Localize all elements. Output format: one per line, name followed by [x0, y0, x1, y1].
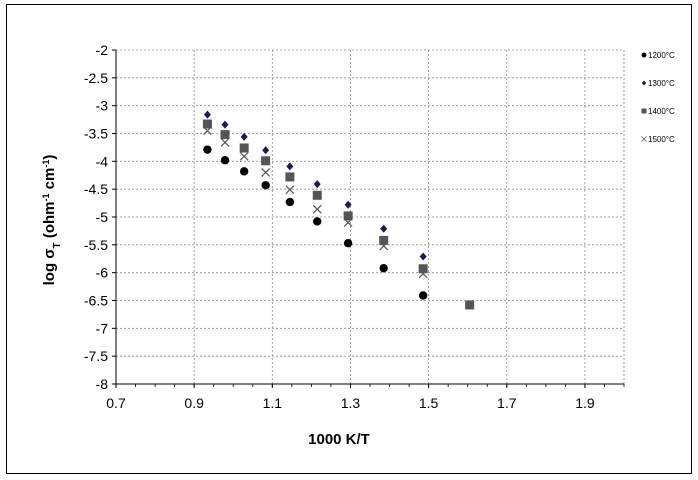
y-axis-title-unit: (ohm [41, 202, 58, 243]
data-point-circle [203, 145, 212, 154]
grid [116, 49, 625, 384]
data-point-square [465, 300, 475, 310]
data-point-circle [313, 217, 322, 226]
legend-marker-x [641, 136, 647, 142]
legend-marker-square [641, 108, 647, 114]
data-point-diamond [203, 110, 211, 119]
data-point-circle [418, 291, 428, 300]
y-axis-title-close: ) [41, 155, 58, 160]
legend-item: 1500°C [641, 135, 675, 144]
legend-marker-circle [641, 52, 647, 58]
x-tick-label: 1.9 [575, 395, 595, 411]
y-axis-title-main: log σ [41, 248, 58, 285]
data-point-x [239, 151, 249, 161]
data-point-circle [285, 197, 295, 207]
y-tick-label: -6.5 [84, 293, 108, 309]
y-axis-title-exp1: -1 [41, 194, 51, 202]
y-tick-label: -8 [96, 376, 109, 392]
axes [112, 49, 625, 388]
y-axis-title-unit2: cm [41, 168, 58, 194]
data-point-diamond [262, 146, 270, 155]
y-tick-label: -2.5 [84, 70, 108, 86]
data-point-circle [239, 167, 249, 176]
x-marker-stroke [239, 151, 249, 161]
data-point-x [312, 204, 322, 214]
legend-item: 1400°C [641, 107, 675, 116]
data-point-circle [379, 264, 388, 273]
data-point-diamond [221, 120, 229, 129]
chart: -2 -2.5 -3 -3.5 -4 -4.5 -5 -5.5 -6 -6.5 -7 -7.5 -8 0.… [41, 42, 675, 448]
legend-item: 1300°C [641, 79, 675, 88]
y-tick-label: -7 [96, 320, 109, 336]
data-point-diamond [240, 132, 248, 141]
x-tick-label: 1.3 [341, 395, 361, 411]
data-point-circle [220, 156, 230, 165]
data-point-square [261, 156, 271, 166]
data-point-x [261, 168, 271, 177]
y-tick-label: -4 [96, 153, 109, 169]
x-tick-label: 1.7 [497, 395, 517, 411]
y-axis-title-exp2: -1 [41, 160, 51, 168]
data-point-square [285, 172, 295, 182]
data-point-square [343, 211, 353, 221]
x-tick-label: 1.5 [419, 395, 439, 411]
data-point-square [312, 190, 322, 200]
legend: 1200°C 1300°C 1400°C 1500°C [641, 51, 675, 144]
legend-label: 1200°C [648, 51, 675, 60]
legend-label: 1400°C [648, 107, 675, 116]
y-tick-label: -7.5 [84, 348, 108, 364]
data-point-square [239, 143, 249, 153]
data-point-diamond [419, 252, 427, 261]
y-tick-label: -5.5 [84, 237, 108, 253]
y-axis-title-subscript: T [52, 242, 63, 248]
tick-labels: -2 -2.5 -3 -3.5 -4 -4.5 -5 -5.5 -6 -6.5 -7 -7.5 -8 0.… [84, 42, 595, 411]
x-tick-label: 1.1 [263, 395, 283, 411]
legend-label: 1500°C [648, 135, 675, 144]
x-marker-stroke [312, 204, 322, 214]
y-tick-label: -6 [96, 265, 109, 281]
legend-item: 1200°C [641, 51, 675, 60]
x-axis-title: 1000 K/T [308, 431, 370, 448]
data-point-diamond [380, 224, 388, 233]
y-tick-label: -3 [96, 98, 109, 114]
y-axis-title: log σT (ohm-1 cm-1) [41, 155, 63, 286]
data-points [202, 110, 475, 310]
data-point-square [418, 264, 428, 274]
data-point-diamond [313, 180, 321, 189]
data-point-diamond [344, 200, 352, 209]
data-point-square [379, 235, 389, 245]
x-tick-label: 0.9 [184, 395, 204, 411]
data-point-circle [343, 238, 353, 248]
legend-label: 1300°C [648, 79, 675, 88]
data-point-x [220, 137, 230, 147]
data-point-x [285, 185, 295, 195]
data-point-square [202, 119, 212, 129]
x-marker-stroke [261, 168, 271, 177]
y-tick-label: -3.5 [84, 126, 108, 142]
x-marker-stroke [220, 137, 230, 147]
y-tick-label: -2 [96, 42, 109, 58]
chart-area: -2 -2.5 -3 -3.5 -4 -4.5 -5 -5.5 -6 -6.5 -7 -7.5 -8 0.… [6, 4, 692, 474]
y-tick-label: -5 [96, 209, 109, 225]
legend-marker-diamond [641, 80, 647, 86]
x-marker-stroke [285, 185, 295, 195]
x-tick-label: 0.7 [106, 395, 126, 411]
data-point-circle [261, 181, 270, 190]
data-point-square [220, 130, 230, 140]
data-point-diamond [286, 162, 294, 171]
y-tick-label: -4.5 [84, 181, 108, 197]
